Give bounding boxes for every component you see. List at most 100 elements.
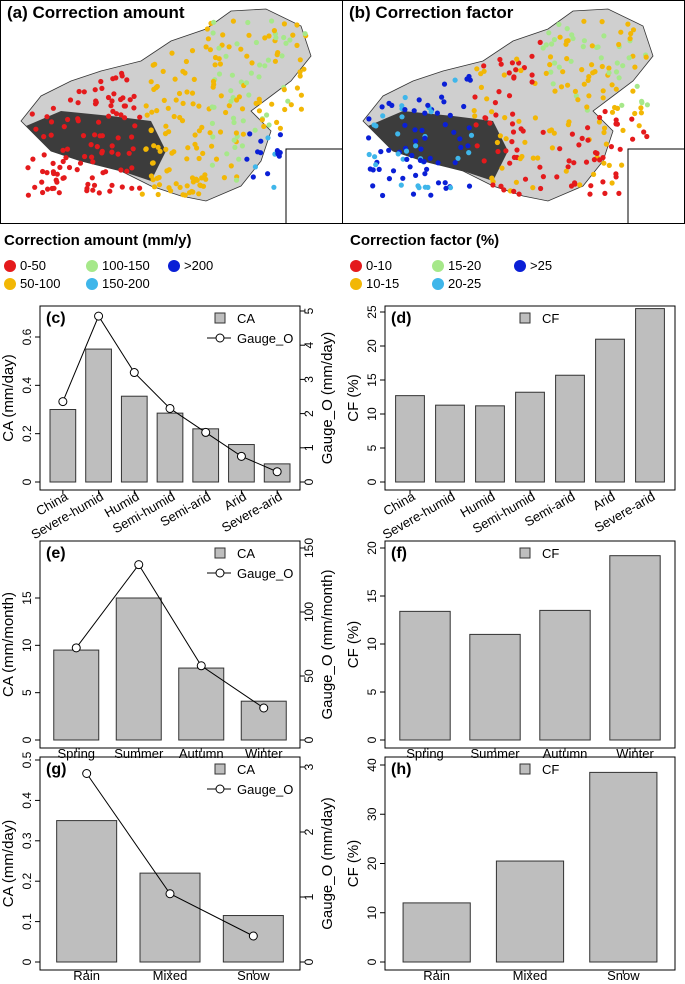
station-dot bbox=[54, 179, 60, 185]
station-dot bbox=[154, 83, 160, 90]
station-dot bbox=[373, 123, 379, 129]
station-dot bbox=[472, 94, 478, 100]
station-dot bbox=[239, 106, 246, 112]
x-tick-label: Semi-humid bbox=[110, 489, 178, 537]
legend-swatch-icon bbox=[214, 547, 226, 559]
station-dot bbox=[210, 134, 216, 140]
station-dot bbox=[281, 87, 287, 93]
station-dot bbox=[231, 119, 237, 126]
station-dot bbox=[540, 45, 546, 51]
station-dot bbox=[109, 143, 115, 149]
y-tick-label: 10 bbox=[365, 637, 379, 651]
station-dot bbox=[498, 61, 504, 67]
plot-frame bbox=[384, 305, 676, 491]
y2-tick-label: 0 bbox=[302, 478, 316, 485]
legend-dot-icon bbox=[350, 259, 362, 272]
station-dot bbox=[601, 129, 607, 136]
bar-humid bbox=[120, 395, 148, 483]
y-tick-label: 15 bbox=[365, 373, 379, 387]
map-panel-a: (a) Correction amount bbox=[0, 0, 343, 224]
station-dot bbox=[177, 184, 183, 190]
station-dot bbox=[501, 187, 507, 193]
panel-label: (g) bbox=[46, 761, 66, 778]
station-dot bbox=[256, 96, 262, 102]
station-dot bbox=[422, 135, 428, 141]
station-dot bbox=[619, 102, 625, 108]
station-dot bbox=[131, 93, 137, 99]
station-dot bbox=[236, 156, 242, 162]
station-dot bbox=[373, 162, 379, 168]
station-dot bbox=[441, 81, 448, 87]
station-dot bbox=[93, 98, 99, 104]
station-dot bbox=[455, 155, 461, 161]
station-dot bbox=[184, 156, 190, 162]
bar-semi-humid bbox=[515, 391, 545, 483]
legend-swatch-icon bbox=[519, 763, 531, 775]
y-tick-label: 10 bbox=[365, 407, 379, 421]
station-dot bbox=[203, 44, 209, 50]
station-dot bbox=[189, 48, 196, 54]
station-dot bbox=[297, 69, 303, 75]
legend-label: CF bbox=[542, 546, 559, 561]
x-tick-label: Rain bbox=[73, 968, 100, 983]
station-dot bbox=[494, 139, 500, 146]
station-dot bbox=[507, 160, 513, 166]
station-dot bbox=[154, 108, 160, 114]
station-dot bbox=[529, 72, 535, 78]
station-dot bbox=[169, 150, 175, 156]
station-dot bbox=[471, 108, 477, 114]
station-dot bbox=[481, 63, 487, 69]
station-dot bbox=[600, 88, 606, 94]
station-dot bbox=[395, 131, 401, 137]
station-dot bbox=[586, 93, 592, 99]
station-dot bbox=[386, 100, 392, 106]
station-dot bbox=[209, 143, 215, 149]
station-dot bbox=[103, 169, 109, 175]
legend-label: Gauge_O bbox=[237, 782, 293, 797]
station-dot bbox=[281, 34, 287, 41]
station-dot bbox=[614, 105, 621, 111]
station-dot bbox=[629, 116, 635, 122]
station-dot bbox=[137, 114, 143, 120]
station-dot bbox=[39, 179, 45, 185]
station-dot bbox=[540, 174, 546, 180]
bar-severe-arid bbox=[263, 463, 291, 483]
plot-frame bbox=[39, 756, 301, 971]
station-dot bbox=[638, 105, 644, 111]
station-dot bbox=[583, 159, 590, 165]
y-tick-label: 0.4 bbox=[20, 377, 34, 394]
station-dot bbox=[602, 190, 608, 196]
station-dot bbox=[228, 88, 234, 94]
station-dot bbox=[82, 153, 88, 160]
station-dot bbox=[61, 124, 67, 130]
station-dot bbox=[564, 26, 570, 32]
station-dot bbox=[281, 21, 287, 27]
bar-semi-humid bbox=[156, 412, 184, 483]
station-dot bbox=[169, 50, 175, 56]
station-dot bbox=[589, 43, 595, 49]
station-dot bbox=[618, 29, 624, 35]
station-dot bbox=[25, 192, 31, 198]
station-dot bbox=[297, 73, 303, 79]
station-dot bbox=[620, 63, 626, 69]
station-dot bbox=[273, 35, 279, 41]
station-dot bbox=[131, 105, 137, 111]
station-dot bbox=[641, 129, 647, 135]
station-dot bbox=[380, 113, 386, 119]
bar-autumn bbox=[178, 667, 225, 741]
station-dot bbox=[56, 190, 62, 196]
station-dot bbox=[581, 18, 587, 24]
station-dot bbox=[402, 94, 408, 101]
legend-label: 100-150 bbox=[102, 258, 150, 273]
x-tick-label: Semi-arid bbox=[158, 489, 214, 530]
station-dot bbox=[32, 184, 38, 190]
station-dot bbox=[213, 156, 220, 162]
station-dot bbox=[89, 175, 95, 181]
station-dot bbox=[230, 18, 236, 24]
station-dot bbox=[124, 168, 130, 174]
station-dot bbox=[160, 68, 166, 74]
y-tick-label: 0 bbox=[20, 478, 34, 485]
station-dot bbox=[517, 156, 523, 162]
bar-arid bbox=[228, 444, 255, 483]
